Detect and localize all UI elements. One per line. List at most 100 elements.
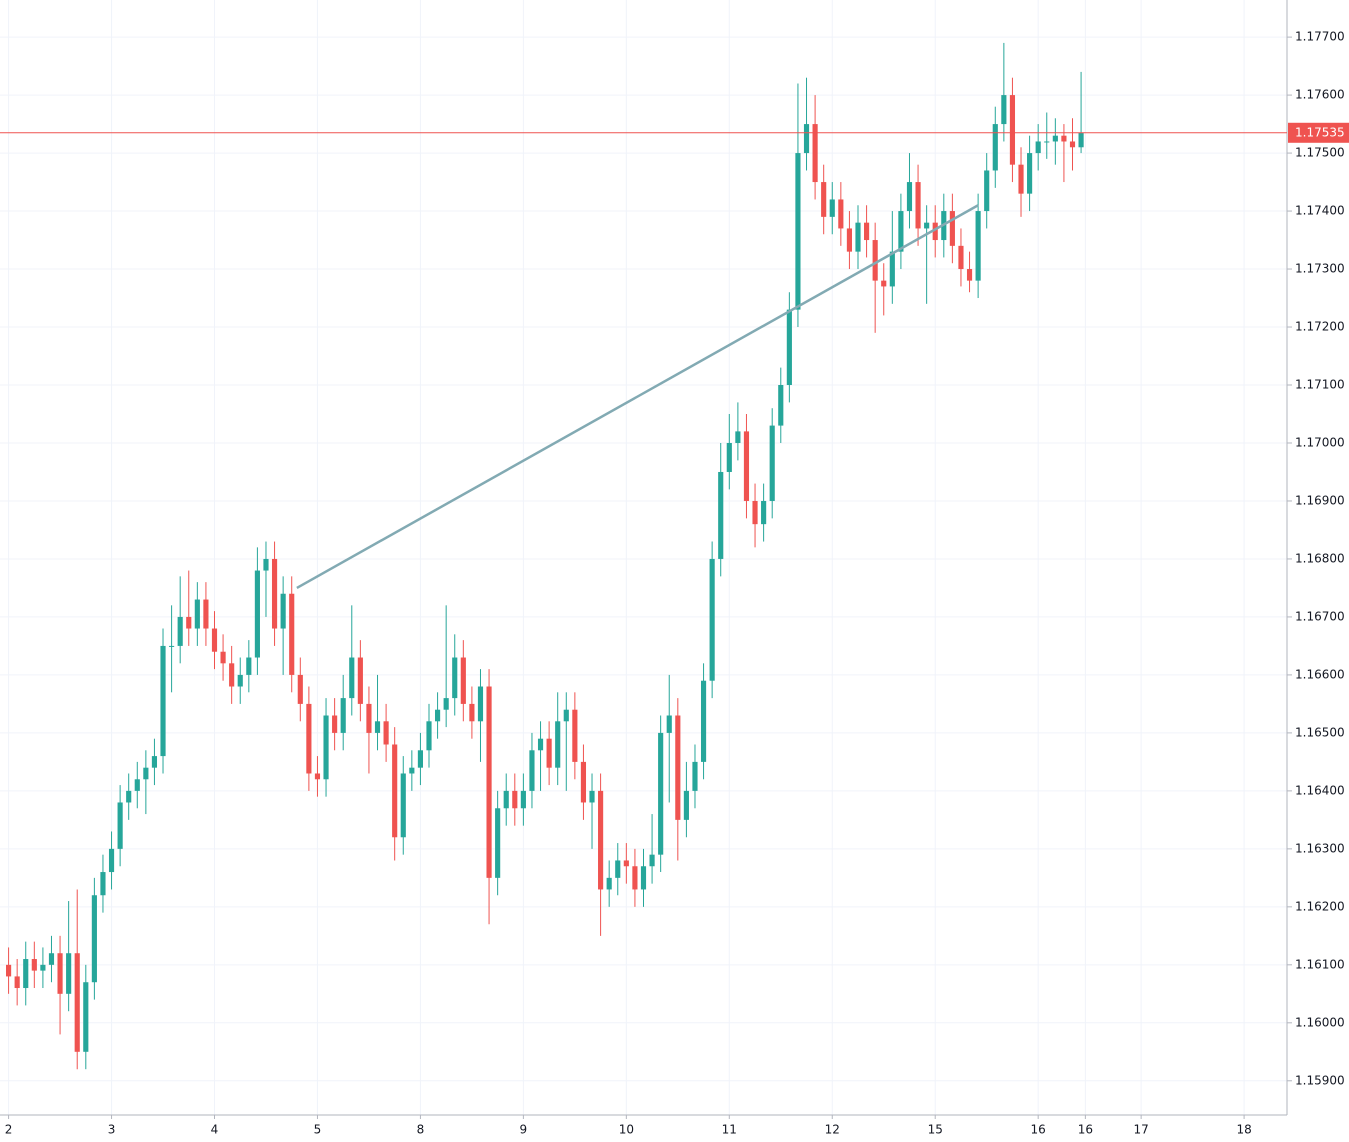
candle-body [726,442,732,472]
x-tick-label: 12 [825,1123,840,1137]
candle-body [623,860,629,867]
candle-body [254,570,260,658]
candle-body [803,124,810,154]
candle-body [1018,164,1024,194]
candle-body [143,767,149,780]
candle-body [675,715,681,820]
y-tick-label: 1.17400 [1295,204,1345,218]
candle-body [1069,141,1076,148]
candle-body [486,686,492,878]
candle-body [1061,135,1067,142]
candle-body [640,866,647,890]
y-tick-label: 1.16600 [1295,667,1345,681]
candle-body [881,280,887,287]
candle-body [572,709,578,762]
y-tick-label: 1.16300 [1295,841,1345,855]
candle-body [615,860,621,878]
trend-line [296,204,979,590]
y-tick-label: 1.16500 [1295,725,1345,739]
candle-body [1027,153,1033,194]
candle-body [100,872,106,896]
candle-body [349,657,355,699]
candle-body [932,222,938,241]
candle-body [709,558,715,681]
candle-body [160,645,166,757]
candle-body [1001,95,1007,125]
candle-body [683,790,689,820]
candle-body [855,222,861,252]
x-tick-label: 15 [928,1123,943,1137]
candle-body [872,240,878,281]
candle-body [177,616,183,646]
candle-body [795,153,801,310]
candle-body [1078,132,1084,148]
candle-body [761,500,767,525]
y-tick-label: 1.17500 [1295,146,1345,160]
y-tick-label: 1.16400 [1295,783,1345,797]
candle-body [700,680,707,762]
candle-body [246,657,252,675]
candle-body [555,721,561,768]
y-tick-label: 1.16000 [1295,1015,1345,1029]
candle-body [229,663,235,687]
candle-body [409,767,415,774]
candle-body [306,703,312,774]
candle-body [220,651,226,664]
candle-body [846,228,852,252]
x-tick-label: 8 [417,1123,425,1137]
candle-body [400,773,406,838]
x-tick-label: 16 [1031,1123,1046,1137]
candle-body [520,790,526,809]
candle-body [366,703,372,733]
candle-body [169,645,175,647]
candle-body [194,599,200,629]
candle-body [134,779,140,791]
candle-body [889,251,895,287]
y-tick-label: 1.17000 [1295,435,1345,449]
y-tick-label: 1.16200 [1295,899,1345,913]
candle-body [769,425,775,501]
x-tick-label: 9 [520,1123,528,1137]
candle-body [477,686,484,722]
candle-body [743,431,750,501]
candle-body [829,199,835,217]
y-tick-label: 1.16100 [1295,957,1345,971]
candle-body [580,761,587,803]
candle-body [958,245,964,270]
candle-body [211,628,218,652]
candle-body [237,674,243,687]
candle-body [529,750,535,791]
candle-body [649,854,655,867]
candle-body [589,790,595,803]
candle-body [992,124,998,171]
candle-body [495,808,501,878]
candle-body [864,222,870,241]
x-tick-label: 18 [1236,1123,1251,1137]
y-tick-label: 1.15900 [1295,1073,1345,1087]
candle-body [426,721,432,751]
candle-body [975,211,981,281]
y-tick-label: 1.17100 [1295,378,1345,392]
candle-body [289,593,295,675]
candle-body [838,199,844,229]
x-tick-label: 10 [619,1123,634,1137]
candle-body [898,211,904,252]
candle-body [40,964,46,971]
y-tick-label: 1.16900 [1295,493,1345,507]
x-tick-label: 16 [1078,1123,1093,1137]
candle-body [108,848,115,873]
candle-body [598,790,604,890]
candle-body [126,790,132,803]
candle-body [117,802,123,849]
candle-body [752,500,758,525]
candle-body [1035,141,1041,154]
candle-body [332,715,338,733]
last-price-tag [1288,122,1349,143]
candle-body [14,976,20,989]
y-tick-label: 1.17700 [1295,30,1345,44]
candle-body [666,715,672,733]
y-tick-label: 1.17300 [1295,262,1345,276]
x-tick-label: 4 [211,1123,219,1137]
